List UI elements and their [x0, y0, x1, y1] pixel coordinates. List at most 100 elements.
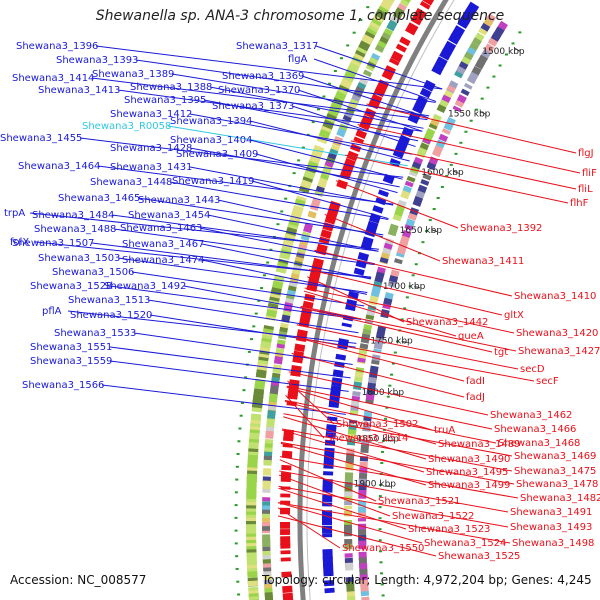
cog-block-inner2 — [466, 77, 476, 85]
gc-dot-inner — [475, 108, 479, 111]
cog-block-outer — [264, 592, 274, 600]
forward-gene-block — [292, 357, 303, 364]
cog-block-inner — [374, 271, 385, 283]
gc-dot-outer — [301, 146, 305, 149]
topology-summary-text: Topology: circular; Length: 4,972,204 bp… — [262, 573, 592, 587]
gc-dot-outer — [252, 325, 256, 328]
gene-label-reverse: folX — [10, 237, 29, 248]
forward-gene-block — [318, 236, 330, 245]
gene-label-forward: flgJ — [578, 148, 594, 159]
cog-block-outer — [300, 235, 310, 242]
gene-label-reverse: Shewana3_1396 — [16, 41, 98, 52]
cog-block-outer — [309, 198, 321, 211]
gene-label-reverse: Shewana3_1448 — [90, 177, 172, 188]
reverse-gene-block — [322, 533, 333, 538]
gene-label-reverse: Shewana3_1566 — [22, 380, 104, 391]
cog-block-inner — [404, 180, 414, 188]
gene-label-forward: Shewana3_1502 — [336, 419, 418, 430]
cog-block-inner — [354, 376, 363, 383]
label-connector-forward — [277, 515, 437, 557]
forward-gene-block — [405, 22, 419, 36]
cog-block-outer2 — [326, 113, 337, 121]
gene-label-forward: fadJ — [466, 392, 485, 403]
gc-dot-outer — [247, 350, 251, 353]
cog-block-inner2 — [454, 99, 465, 108]
gc-dot-inner — [411, 274, 415, 277]
cog-block-outer2 — [246, 539, 257, 544]
cog-block-outer — [266, 418, 275, 429]
cog-block-outer — [267, 405, 277, 411]
forward-gene-block — [280, 507, 291, 515]
cog-block-inner2 — [360, 444, 369, 454]
gc-dot-outer — [316, 108, 320, 111]
cog-block-outer — [262, 488, 271, 493]
gc-dot-outer — [280, 210, 284, 213]
cog-block-outer — [263, 459, 272, 466]
cog-block-inner2 — [395, 252, 405, 258]
gc-dot-outer — [237, 440, 241, 443]
forward-gene-block — [280, 472, 292, 482]
gene-label-forward: Shewana3_1411 — [442, 256, 524, 267]
gene-label-forward: Shewana3_1469 — [514, 451, 596, 462]
label-connector-reverse — [183, 285, 362, 320]
cog-block-outer — [303, 223, 314, 234]
gene-label-reverse: Shewana3_1369 — [222, 71, 304, 82]
label-connector-forward — [283, 416, 427, 460]
cog-block-outer2 — [330, 103, 341, 112]
cog-block-inner2 — [371, 359, 380, 365]
reverse-gene-block — [392, 150, 404, 159]
tick-label: 1850 kbp — [356, 434, 399, 444]
gc-dot-outer — [359, 18, 363, 21]
cog-block-outer2 — [254, 381, 265, 388]
gc-dot-inner — [379, 561, 383, 564]
cog-block-inner2 — [438, 133, 449, 143]
cog-block-inner2 — [412, 195, 424, 207]
label-connector-reverse — [109, 360, 349, 392]
reverse-gene-block — [457, 17, 470, 29]
label-connector-forward — [278, 485, 509, 528]
label-connector-forward — [291, 352, 465, 398]
gene-label-reverse: Shewana3_1454 — [128, 210, 210, 221]
label-connector-forward — [278, 474, 391, 517]
label-connector-reverse — [97, 165, 394, 205]
cog-block-outer — [342, 115, 352, 122]
cog-block-inner2 — [359, 579, 369, 587]
label-connector-forward — [309, 269, 503, 316]
gc-dot-inner — [381, 450, 385, 453]
gc-dot-inner — [492, 75, 496, 78]
label-connector-reverse — [67, 310, 357, 344]
cog-block-outer — [375, 44, 385, 53]
tick-label: 1600 kbp — [421, 168, 464, 178]
label-connector-forward — [278, 502, 511, 544]
cog-block-inner — [408, 171, 418, 178]
cog-block-outer — [307, 210, 317, 219]
cog-block-inner — [344, 562, 354, 571]
reverse-gene-block — [353, 267, 365, 276]
gc-dot-outer — [254, 312, 258, 315]
reverse-gene-block — [422, 79, 436, 92]
tick-mark — [401, 340, 408, 344]
cog-block-outer — [297, 248, 306, 254]
gc-dot-inner — [421, 241, 425, 244]
cog-block-outer2 — [246, 492, 257, 497]
label-connector-reverse — [249, 139, 403, 180]
gene-label-reverse: Shewana3_1492 — [104, 281, 186, 292]
gene-label-reverse: Shewana3_1559 — [30, 356, 112, 367]
gene-label-reverse: Shewana3_1465 — [58, 193, 140, 204]
reverse-gene-block — [328, 400, 340, 408]
gc-dot-inner — [378, 517, 382, 520]
gc-dot-outer — [257, 299, 261, 302]
label-connector-reverse — [109, 346, 351, 379]
cog-block-inner2 — [360, 585, 369, 594]
forward-gene-block — [280, 557, 291, 562]
label-connector-reverse — [201, 259, 367, 295]
label-connector-forward — [279, 459, 377, 502]
cog-block-inner — [454, 70, 464, 79]
gene-label-forward: Shewana3_1498 — [512, 538, 594, 549]
gc-dot-inner — [445, 174, 449, 177]
gene-label-reverse: Shewana3_1520 — [70, 310, 152, 321]
label-connector-forward — [300, 305, 517, 352]
cog-block-outer2 — [246, 533, 257, 537]
cog-block-outer2 — [246, 517, 257, 522]
